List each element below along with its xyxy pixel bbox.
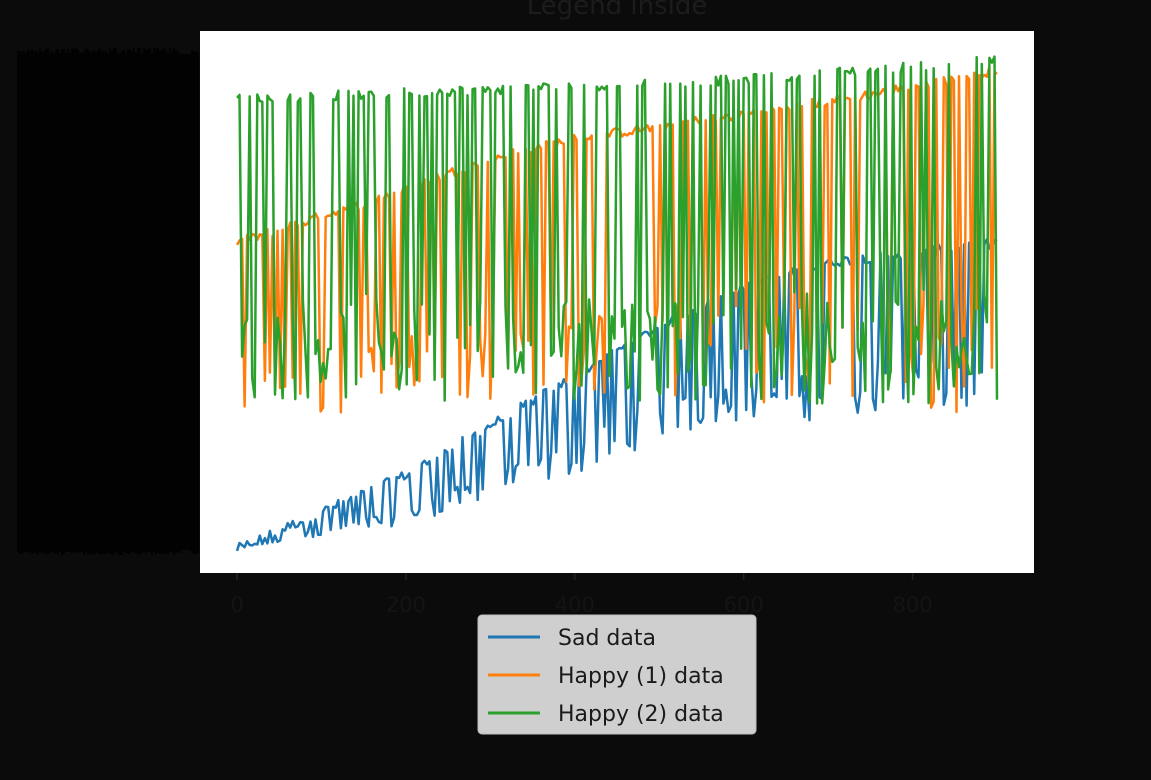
x-tick-label-200: 200 <box>386 593 426 617</box>
x-tick-label-400: 400 <box>555 593 595 617</box>
left-artifact <box>17 48 199 555</box>
legend: Sad data Happy (1) data Happy (2) data <box>477 614 757 735</box>
x-tick-label-0: 0 <box>230 593 243 617</box>
series-line-0 <box>235 238 998 552</box>
x-tick-label-600: 600 <box>724 593 764 617</box>
series-line-2 <box>236 55 999 405</box>
legend-label-happy1: Happy (1) data <box>558 664 724 689</box>
series-group <box>235 55 999 552</box>
legend-label-sad: Sad data <box>558 626 656 651</box>
legend-box <box>477 614 757 735</box>
chart-title: Legend inside <box>527 0 708 21</box>
x-axis: 0 200 400 600 800 <box>230 573 933 617</box>
legend-label-happy2: Happy (2) data <box>558 702 724 727</box>
x-tick-label-800: 800 <box>893 593 933 617</box>
